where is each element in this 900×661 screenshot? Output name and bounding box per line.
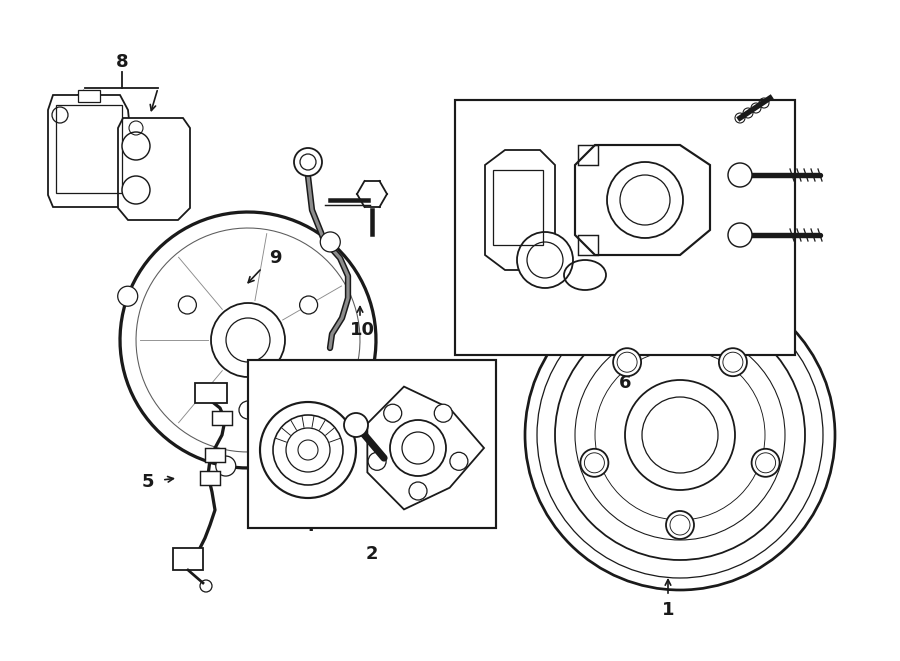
Text: 8: 8 bbox=[116, 53, 129, 71]
Circle shape bbox=[409, 482, 427, 500]
Circle shape bbox=[607, 162, 683, 238]
Bar bbox=[493, 170, 543, 245]
Text: 4: 4 bbox=[302, 517, 314, 535]
Circle shape bbox=[344, 413, 368, 437]
Text: 7: 7 bbox=[473, 181, 486, 199]
Text: 10: 10 bbox=[349, 321, 374, 339]
Circle shape bbox=[216, 456, 236, 476]
Text: 9: 9 bbox=[269, 249, 281, 267]
Circle shape bbox=[260, 402, 356, 498]
Circle shape bbox=[625, 380, 735, 490]
Text: 5: 5 bbox=[142, 473, 154, 491]
Text: 3: 3 bbox=[369, 399, 382, 417]
Text: 2: 2 bbox=[365, 545, 378, 563]
Polygon shape bbox=[118, 118, 190, 220]
Circle shape bbox=[525, 280, 835, 590]
Circle shape bbox=[613, 348, 641, 376]
Bar bbox=[248, 360, 496, 528]
Circle shape bbox=[435, 405, 453, 422]
Bar bbox=[578, 235, 598, 255]
Polygon shape bbox=[367, 387, 484, 510]
Circle shape bbox=[383, 405, 401, 422]
Circle shape bbox=[122, 176, 150, 204]
Bar bbox=[56, 105, 122, 193]
Bar bbox=[455, 100, 795, 355]
Bar bbox=[173, 548, 203, 570]
Bar bbox=[578, 145, 598, 165]
Circle shape bbox=[118, 286, 138, 306]
Circle shape bbox=[719, 348, 747, 376]
Circle shape bbox=[728, 223, 752, 247]
Bar bbox=[78, 90, 100, 102]
Bar bbox=[212, 411, 232, 425]
Bar bbox=[195, 383, 227, 403]
Text: 1: 1 bbox=[662, 601, 674, 619]
Circle shape bbox=[728, 163, 752, 187]
Circle shape bbox=[294, 148, 322, 176]
Circle shape bbox=[320, 232, 340, 252]
Bar bbox=[205, 448, 225, 462]
Circle shape bbox=[450, 452, 468, 470]
Circle shape bbox=[368, 452, 386, 470]
Circle shape bbox=[580, 449, 608, 477]
Circle shape bbox=[752, 449, 779, 477]
Text: 6: 6 bbox=[619, 374, 631, 392]
Circle shape bbox=[300, 296, 318, 314]
Circle shape bbox=[239, 401, 257, 419]
Circle shape bbox=[122, 132, 150, 160]
Polygon shape bbox=[48, 95, 130, 207]
Circle shape bbox=[517, 232, 573, 288]
Bar bbox=[200, 471, 220, 485]
Circle shape bbox=[178, 296, 196, 314]
Circle shape bbox=[211, 303, 285, 377]
Circle shape bbox=[666, 511, 694, 539]
